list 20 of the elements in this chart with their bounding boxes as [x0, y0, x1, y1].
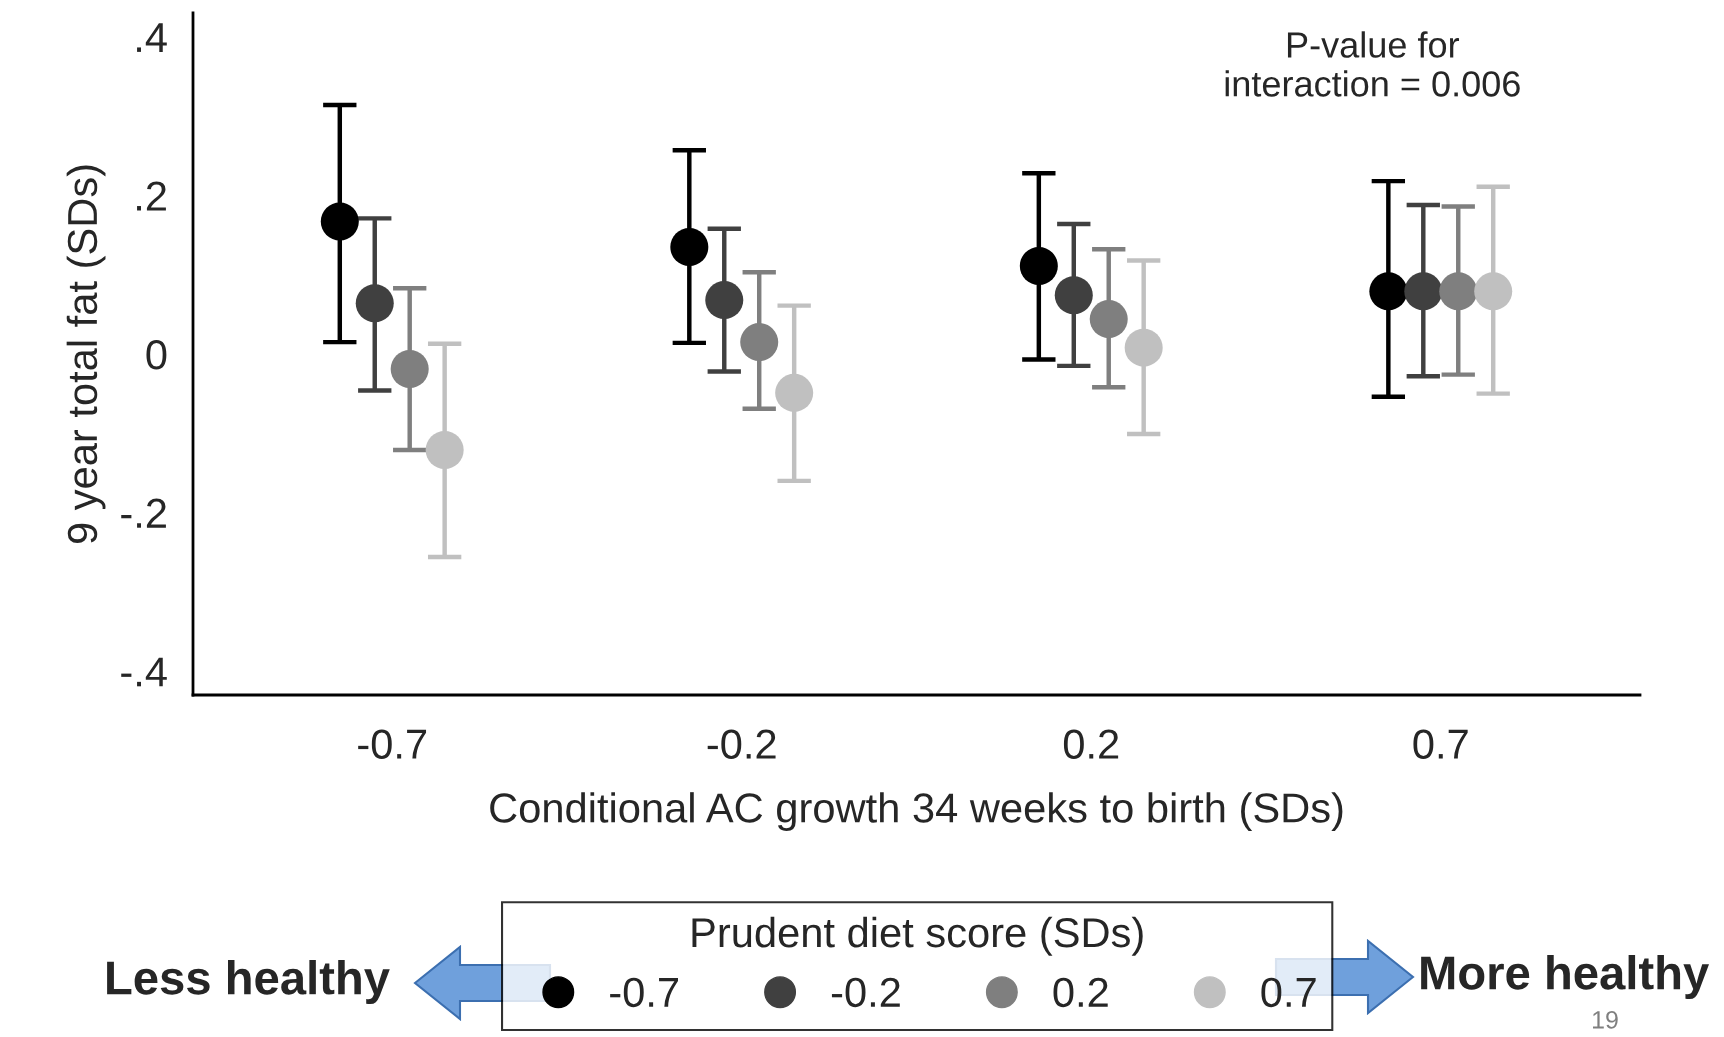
- annotation: P-value for interaction = 0.006: [1225, 31, 1520, 97]
- y-tick-label: -.2: [121, 498, 166, 528]
- legend-label: 0.2: [1053, 977, 1108, 1008]
- legend-title: Prudent diet score (SDs): [692, 916, 1143, 956]
- legend-label: 0.7: [1261, 977, 1316, 1008]
- legend-label: -0.7: [610, 977, 678, 1008]
- legend-label: -0.2: [831, 977, 900, 1008]
- y-tick-label: .4: [137, 23, 167, 52]
- y-axis-title: 9 year total fat (SDs): [66, 165, 106, 544]
- text: More healthy: [1421, 954, 1710, 1000]
- y-tick-label: .2: [137, 181, 166, 211]
- y-tick-label: 0: [146, 340, 167, 370]
- x-tick-label: -0.7: [358, 729, 427, 759]
- x-tick-label: -0.2: [707, 729, 776, 759]
- y-tick-label: -.4: [121, 657, 167, 687]
- text: Less healthy: [107, 959, 390, 1005]
- text: 19: [1593, 1011, 1618, 1029]
- x-tick-label: 0.2: [1063, 729, 1119, 759]
- x-tick-label: 0.7: [1413, 729, 1468, 759]
- x-axis-title: Conditional AC growth 34 weeks to birth (SDs): [490, 792, 1343, 832]
